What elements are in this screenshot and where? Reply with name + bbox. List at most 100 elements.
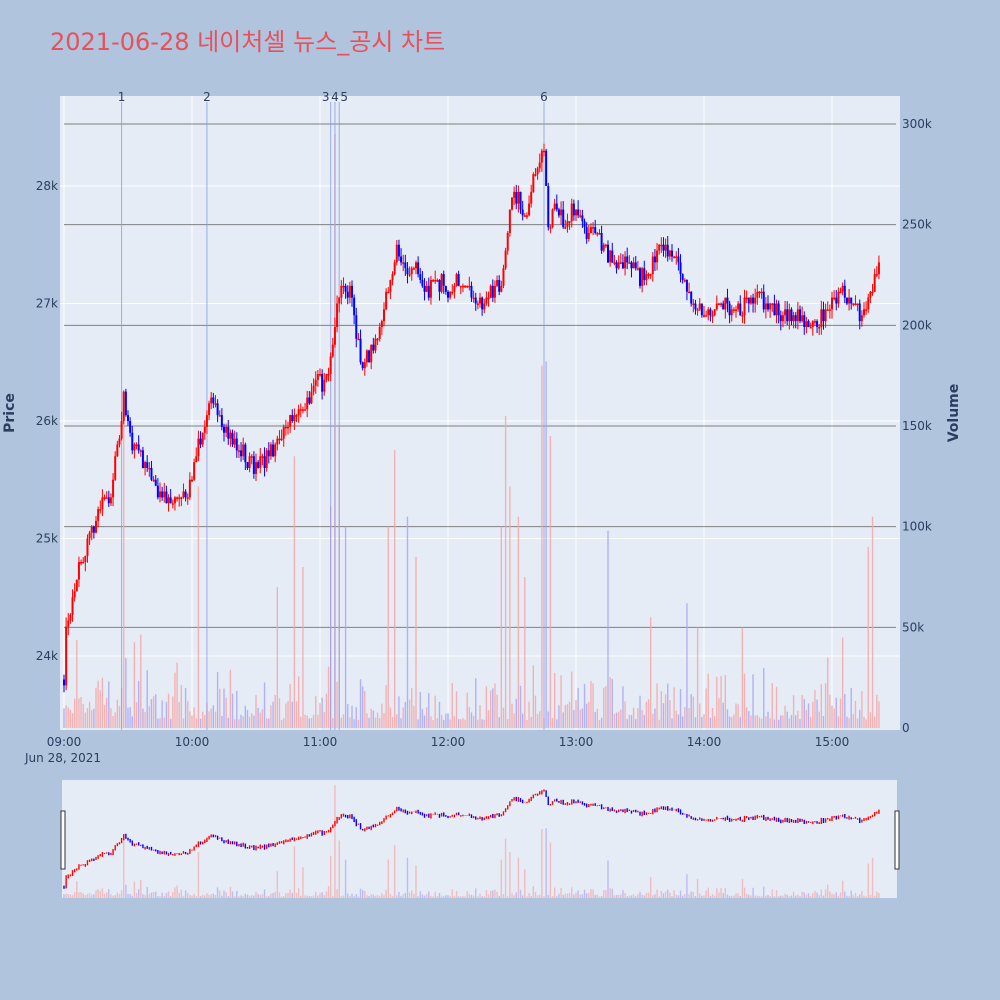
slider-volume-bar [564, 893, 567, 898]
slider-volume-bar [871, 857, 874, 898]
slider-volume-bar [754, 895, 756, 898]
slider-volume-bar [720, 888, 722, 898]
volume-bar [80, 697, 82, 728]
candle-body [726, 297, 729, 304]
slider-volume-bar [336, 889, 338, 898]
news-marker-label: 5 [340, 90, 348, 104]
slider-volume-bar [498, 895, 500, 898]
slider-volume-bar [112, 895, 114, 898]
slider-volume-bar [513, 895, 515, 898]
candle-body [728, 303, 731, 316]
time-tick-label: 14:00 [687, 735, 722, 749]
candle-body [118, 438, 121, 445]
volume-bar [270, 705, 272, 728]
time-tick-label: 13:00 [559, 735, 594, 749]
slider-volume-bar [588, 892, 590, 898]
chart-title: 2021-06-28 네이처셀 뉴스_공시 차트 [50, 28, 445, 56]
candle-body [528, 203, 531, 216]
slider-volume-bar [325, 891, 328, 898]
slider-volume-bar [193, 894, 195, 898]
candle-body [220, 415, 223, 427]
volume-bar [276, 587, 279, 728]
volume-axis-title: Volume [946, 384, 962, 443]
slider-volume-bar [304, 895, 306, 898]
volume-bar [251, 713, 253, 728]
candle-body [406, 268, 409, 275]
slider-volume-bar [80, 892, 82, 898]
volume-bar [652, 713, 654, 728]
slider-volume-bar [404, 893, 407, 898]
candle-body [700, 303, 703, 316]
slider-volume-bar [323, 894, 325, 898]
volume-bar [547, 711, 549, 728]
candle-body [773, 303, 776, 316]
slider-volume-bar [396, 895, 398, 898]
volume-bar [654, 708, 656, 728]
candle-body [493, 285, 496, 298]
slider-volume-bar [707, 887, 709, 898]
slider-volume-bar [223, 890, 225, 898]
candle-body [816, 321, 819, 327]
candle-body [201, 432, 204, 445]
slider-volume-bar [596, 894, 599, 898]
volume-bar [406, 516, 409, 728]
candlesticks[interactable] [63, 143, 880, 693]
slider-volume-bar [479, 893, 481, 898]
slider-volume-bar [658, 896, 660, 898]
volume-bar [588, 701, 590, 728]
slider-volume-bar [547, 894, 549, 898]
candle-body [775, 303, 778, 316]
volume-bar [694, 717, 697, 728]
candle-body [632, 262, 635, 269]
volume-bar [504, 415, 507, 728]
candle-body [429, 280, 432, 298]
volume-bar [492, 688, 494, 728]
slider-volume-bar [233, 896, 236, 898]
volume-bar [745, 707, 748, 728]
slider-volume-bar [440, 895, 443, 898]
volume-bar [440, 714, 443, 728]
slider-volume-bar [359, 888, 362, 898]
volume-bar [204, 714, 206, 728]
volume-bar [112, 716, 114, 728]
candle-body [694, 303, 697, 310]
slider-volume-bar [827, 884, 829, 898]
volume-bar [233, 719, 236, 728]
volume-bar [274, 694, 276, 728]
range-slider-right-handle[interactable] [894, 810, 900, 870]
candle-body [799, 309, 801, 322]
range-slider-preview [63, 784, 880, 898]
slider-volume-bar [816, 892, 818, 898]
slider-volume-bar [240, 895, 242, 898]
candle-body [653, 256, 656, 263]
candle-body [346, 291, 349, 298]
volume-bar [677, 714, 680, 728]
volume-bar [639, 695, 641, 728]
range-slider-left-handle[interactable] [60, 810, 66, 870]
slider-volume-bar [231, 891, 234, 898]
slider-volume-bar [398, 891, 400, 898]
candle-body [769, 303, 772, 310]
candle-body [519, 191, 522, 210]
volume-bar [863, 716, 865, 728]
slider-volume-bar [225, 892, 227, 898]
slider-volume-bar [699, 893, 701, 898]
candle-body [543, 150, 545, 153]
slider-volume-bar [73, 892, 76, 898]
slider-volume-bar [453, 895, 456, 898]
candle-body [257, 462, 260, 468]
candle-body [583, 221, 586, 228]
volume-bar [841, 637, 844, 728]
slider-volume-bar [579, 894, 581, 898]
range-slider-background[interactable] [62, 780, 897, 898]
volume-bar [658, 719, 660, 728]
price-tick-label: 25k [36, 532, 58, 546]
slider-volume-bar [605, 890, 607, 898]
slider-volume-bar [502, 894, 505, 898]
candle-body [756, 291, 759, 298]
volume-bar [180, 684, 183, 728]
candle-body [378, 327, 381, 339]
slider-volume-bar [797, 894, 799, 898]
slider-volume-bar [157, 896, 159, 898]
slider-volume-bar [724, 887, 727, 898]
